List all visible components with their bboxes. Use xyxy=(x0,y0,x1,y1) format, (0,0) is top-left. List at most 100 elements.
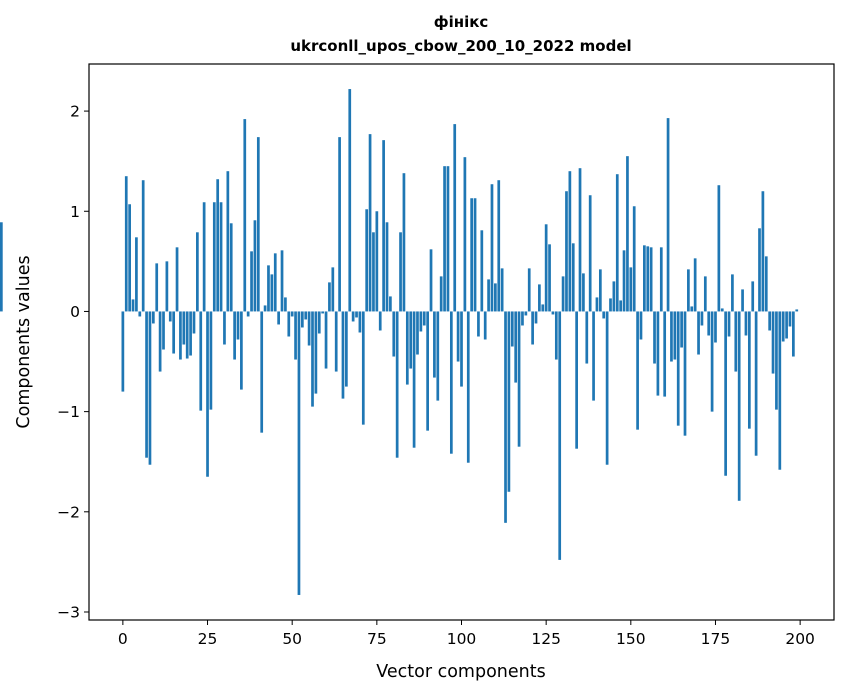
bar-186 xyxy=(751,281,755,312)
bar-103 xyxy=(470,198,474,312)
bar-13 xyxy=(165,261,169,312)
bar-31 xyxy=(226,171,230,312)
bar-146 xyxy=(615,174,619,312)
bar-73 xyxy=(368,134,372,312)
bar-125 xyxy=(544,224,548,312)
bar-164 xyxy=(676,311,680,426)
x-tick-label: 200 xyxy=(785,630,815,648)
bar-161 xyxy=(666,118,670,312)
bar-120 xyxy=(527,268,531,312)
bar-26 xyxy=(209,311,213,410)
bar-54 xyxy=(304,311,308,320)
bar-171 xyxy=(700,311,704,326)
bar-116 xyxy=(514,311,518,383)
bar-14 xyxy=(168,311,172,322)
bar-15 xyxy=(172,311,176,354)
x-tick-label: 50 xyxy=(282,630,302,648)
bar-49 xyxy=(287,311,291,337)
bar-181 xyxy=(734,311,738,372)
bar-36 xyxy=(243,119,247,312)
bar-97 xyxy=(449,311,453,454)
bar-38 xyxy=(250,251,253,312)
bar-175 xyxy=(714,311,717,343)
bar-42 xyxy=(263,305,267,312)
bar-96 xyxy=(446,166,450,312)
bar-142 xyxy=(602,311,606,319)
bar-134 xyxy=(575,311,578,449)
bar-19 xyxy=(185,311,189,359)
bar-107 xyxy=(483,311,487,340)
bar-90 xyxy=(426,311,429,431)
bar-187 xyxy=(754,311,758,456)
bar-93 xyxy=(436,311,440,401)
bar-35 xyxy=(240,311,243,390)
bar-16 xyxy=(175,247,179,312)
bar-106 xyxy=(480,230,484,312)
bar-195 xyxy=(781,311,785,342)
bar-0 xyxy=(121,311,125,392)
bar-67 xyxy=(348,89,352,312)
bar-167 xyxy=(687,269,690,312)
bar-4 xyxy=(135,237,138,312)
bar-33 xyxy=(233,311,236,360)
bar-154 xyxy=(643,245,646,312)
bar-153 xyxy=(639,311,643,340)
bar-70 xyxy=(358,311,362,333)
bar-190 xyxy=(764,256,768,312)
bar-192 xyxy=(771,311,775,374)
bar-135 xyxy=(578,168,582,312)
bar-44 xyxy=(270,274,274,312)
bar-160 xyxy=(663,311,667,397)
bar-48 xyxy=(284,297,287,312)
bar-52 xyxy=(297,311,301,595)
bar-71 xyxy=(361,311,365,425)
bar-184 xyxy=(744,311,748,336)
bar-10 xyxy=(155,263,159,312)
bar-112 xyxy=(500,268,504,312)
x-tick-label: 75 xyxy=(367,630,387,648)
bar-139 xyxy=(592,311,595,401)
bar-27 xyxy=(212,202,216,312)
bar-53 xyxy=(300,311,304,328)
bars-group xyxy=(0,89,799,595)
bar-100 xyxy=(460,311,463,387)
bar-113 xyxy=(504,311,507,523)
bar-123 xyxy=(538,284,541,312)
bar-170 xyxy=(697,311,700,355)
bar-5 xyxy=(138,311,142,317)
bar-6 xyxy=(141,180,145,312)
bar-17 xyxy=(179,311,182,360)
bar-168 xyxy=(690,306,694,312)
bar-11 xyxy=(158,311,162,372)
bar-194 xyxy=(778,311,782,470)
y-tick-label: −3 xyxy=(57,603,80,621)
bar-30 xyxy=(223,311,226,345)
bar-198 xyxy=(792,311,795,357)
bar-66 xyxy=(345,311,348,387)
bar-119 xyxy=(524,311,528,316)
bar-132 xyxy=(568,171,572,312)
bar-114 xyxy=(507,311,511,492)
bar-179 xyxy=(727,311,731,337)
bar-138 xyxy=(588,195,592,312)
bar-91 xyxy=(429,249,433,312)
y-tick-label: 1 xyxy=(70,203,80,221)
x-tick-label: 150 xyxy=(616,630,646,648)
bar-126 xyxy=(548,244,551,312)
bar-115 xyxy=(510,311,514,347)
x-tick-label: 25 xyxy=(198,630,218,648)
bar-58 xyxy=(317,311,321,334)
bar-162 xyxy=(670,311,673,362)
x-tick-label: 100 xyxy=(447,630,477,648)
bar-12 xyxy=(162,311,165,350)
bar-111 xyxy=(497,180,501,312)
bar-150 xyxy=(629,267,633,312)
bar-87 xyxy=(416,311,419,355)
bar-21 xyxy=(192,311,196,334)
bar-34 xyxy=(236,311,240,340)
bar-130 xyxy=(561,276,565,312)
bar-92 xyxy=(433,311,436,378)
bar-3 xyxy=(131,299,135,312)
bar-23 xyxy=(199,311,203,411)
bar-76 xyxy=(378,311,382,331)
